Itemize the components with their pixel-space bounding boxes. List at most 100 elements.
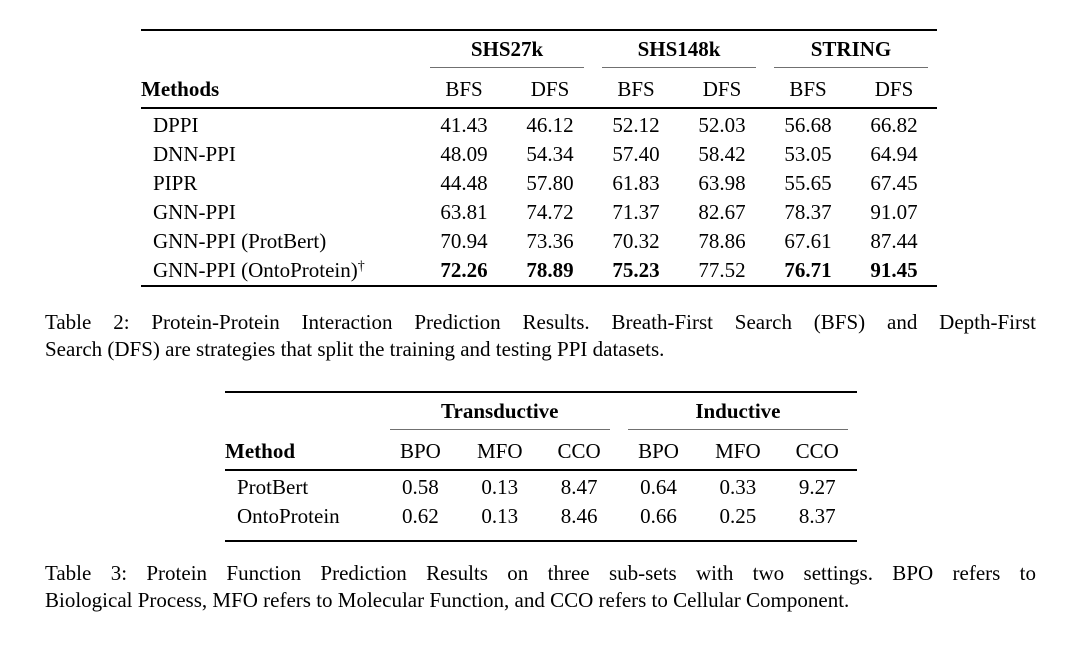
group-header-inductive: Inductive: [619, 392, 857, 433]
value-cell: 78.86: [698, 229, 746, 253]
dagger-marker: †: [357, 259, 365, 274]
subheader-bfs: BFS: [765, 71, 851, 109]
table-row: GNN-PPI 63.81 74.72 71.37 82.67 78.37 91…: [141, 198, 937, 227]
value-cell: 78.89: [526, 258, 574, 282]
value-cell: 0.66: [640, 504, 677, 528]
value-cell: 41.43: [440, 113, 488, 137]
group-header-shs148k: SHS148k: [593, 30, 765, 71]
group-label: Transductive: [389, 393, 610, 430]
value-cell: 58.42: [698, 142, 746, 166]
group-label: SHS27k: [430, 31, 584, 68]
caption-line: Search (DFS) are strategies that split t…: [45, 337, 665, 361]
value-cell: 52.03: [698, 113, 746, 137]
value-cell: 87.44: [870, 229, 918, 253]
subheader-cco: CCO: [539, 433, 619, 471]
value-cell: 0.25: [719, 504, 757, 528]
value-cell: 61.83: [612, 171, 660, 195]
subheader-bpo: BPO: [618, 433, 699, 471]
value-cell: 91.07: [870, 200, 918, 224]
value-cell: 0.64: [640, 475, 677, 499]
corner-cell: [225, 392, 381, 433]
group-label: Inductive: [627, 393, 848, 430]
method-cell: DNN-PPI: [153, 142, 236, 166]
caption-line: Biological Process, MFO refers to Molecu…: [45, 588, 850, 612]
subheader-bfs: BFS: [421, 71, 507, 109]
table-row: GNN-PPI (OntoProtein)† 72.26 78.89 75.23…: [141, 256, 937, 286]
value-cell: 71.37: [612, 200, 660, 224]
value-cell: 73.36: [526, 229, 574, 253]
method-cell: GNN-PPI (OntoProtein)†: [141, 256, 421, 286]
value-cell: 53.05: [784, 142, 832, 166]
value-cell: 76.71: [784, 258, 832, 282]
value-cell: 8.46: [560, 504, 598, 528]
value-cell: 82.67: [698, 200, 746, 224]
value-cell: 78.37: [784, 200, 832, 224]
value-cell: 67.61: [784, 229, 832, 253]
value-cell: 8.37: [798, 504, 836, 528]
group-header-transductive: Transductive: [381, 392, 619, 433]
value-cell: 9.27: [798, 475, 836, 499]
methods-column-header: Methods: [141, 71, 421, 109]
method-cell: GNN-PPI: [153, 200, 236, 224]
value-cell: 63.98: [698, 171, 746, 195]
method-cell: OntoProtein: [237, 504, 340, 528]
subheader-mfo: MFO: [698, 433, 778, 471]
value-cell: 91.45: [870, 258, 918, 282]
subheader-mfo: MFO: [460, 433, 540, 471]
group-header-row: SHS27k SHS148k STRING: [141, 30, 937, 71]
table-row: GNN-PPI (ProtBert) 70.94 73.36 70.32 78.…: [141, 227, 937, 256]
value-cell: 66.82: [870, 113, 918, 137]
subheader-dfs: DFS: [851, 71, 937, 109]
corner-cell: [141, 30, 421, 71]
value-cell: 74.72: [526, 200, 574, 224]
value-cell: 54.34: [526, 142, 574, 166]
group-header-shs27k: SHS27k: [421, 30, 593, 71]
table2-caption: Table 2: Protein-Protein Interaction Pre…: [45, 309, 1036, 363]
table-row: DNN-PPI 48.09 54.34 57.40 58.42 53.05 64…: [141, 140, 937, 169]
subheader-row: Method BPO MFO CCO BPO MFO CCO: [225, 433, 857, 471]
table3-caption: Table 3: Protein Function Prediction Res…: [45, 560, 1036, 614]
value-cell: 0.62: [402, 504, 439, 528]
value-cell: 77.52: [698, 258, 746, 282]
caption-line: Table 2: Protein-Protein Interaction Pre…: [45, 310, 1036, 334]
value-cell: 57.80: [526, 171, 574, 195]
method-cell: DPPI: [153, 113, 199, 137]
subheader-dfs: DFS: [679, 71, 765, 109]
value-cell: 55.65: [784, 171, 832, 195]
value-cell: 72.26: [440, 258, 488, 282]
value-cell: 0.13: [481, 475, 519, 499]
method-cell: ProtBert: [237, 475, 309, 499]
subheader-cco: CCO: [777, 433, 857, 471]
value-cell: 0.33: [719, 475, 757, 499]
value-cell: 57.40: [612, 142, 660, 166]
group-header-row: Transductive Inductive: [225, 392, 857, 433]
subheader-row: Methods BFS DFS BFS DFS BFS DFS: [141, 71, 937, 109]
table-row: DPPI 41.43 46.12 52.12 52.03 56.68 66.82: [141, 108, 937, 140]
table-row: ProtBert 0.58 0.13 8.47 0.64 0.33 9.27: [225, 470, 857, 502]
method-cell: GNN-PPI (ProtBert): [153, 229, 327, 253]
value-cell: 44.48: [440, 171, 488, 195]
value-cell: 52.12: [612, 113, 660, 137]
table-row: OntoProtein 0.62 0.13 8.46 0.66 0.25 8.3…: [225, 502, 857, 541]
group-header-string: STRING: [765, 30, 937, 71]
value-cell: 0.58: [402, 475, 439, 499]
method-column-header: Method: [225, 433, 381, 471]
subheader-bpo: BPO: [380, 433, 461, 471]
value-cell: 67.45: [870, 171, 918, 195]
value-cell: 64.94: [870, 142, 918, 166]
value-cell: 0.13: [481, 504, 519, 528]
value-cell: 70.32: [612, 229, 660, 253]
value-cell: 63.81: [440, 200, 488, 224]
subheader-bfs: BFS: [593, 71, 679, 109]
value-cell: 56.68: [784, 113, 832, 137]
ppi-results-table: SHS27k SHS148k STRING Methods BFS DFS BF…: [141, 29, 937, 287]
method-cell: PIPR: [153, 171, 198, 195]
value-cell: 70.94: [440, 229, 488, 253]
caption-line: Table 3: Protein Function Prediction Res…: [45, 561, 1036, 585]
table-row: PIPR 44.48 57.80 61.83 63.98 55.65 67.45: [141, 169, 937, 198]
value-cell: 75.23: [612, 258, 660, 282]
method-name: GNN-PPI (OntoProtein): [153, 258, 358, 282]
value-cell: 8.47: [560, 475, 598, 499]
subheader-dfs: DFS: [507, 71, 593, 109]
